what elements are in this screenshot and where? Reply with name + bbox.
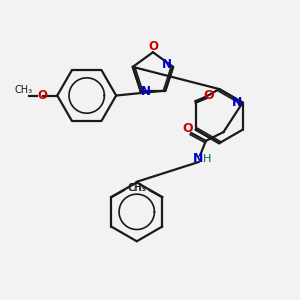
Text: O: O — [148, 40, 158, 53]
Text: N: N — [162, 58, 172, 71]
Text: CH₃: CH₃ — [128, 183, 146, 193]
Text: N: N — [193, 152, 204, 165]
Text: CH₃: CH₃ — [127, 183, 145, 193]
Text: O: O — [203, 89, 214, 102]
Text: CH₃: CH₃ — [15, 85, 33, 94]
Text: H: H — [202, 154, 211, 164]
Text: O: O — [182, 122, 193, 135]
Text: O: O — [37, 89, 47, 102]
Text: N: N — [141, 85, 152, 98]
Text: N: N — [232, 96, 242, 109]
